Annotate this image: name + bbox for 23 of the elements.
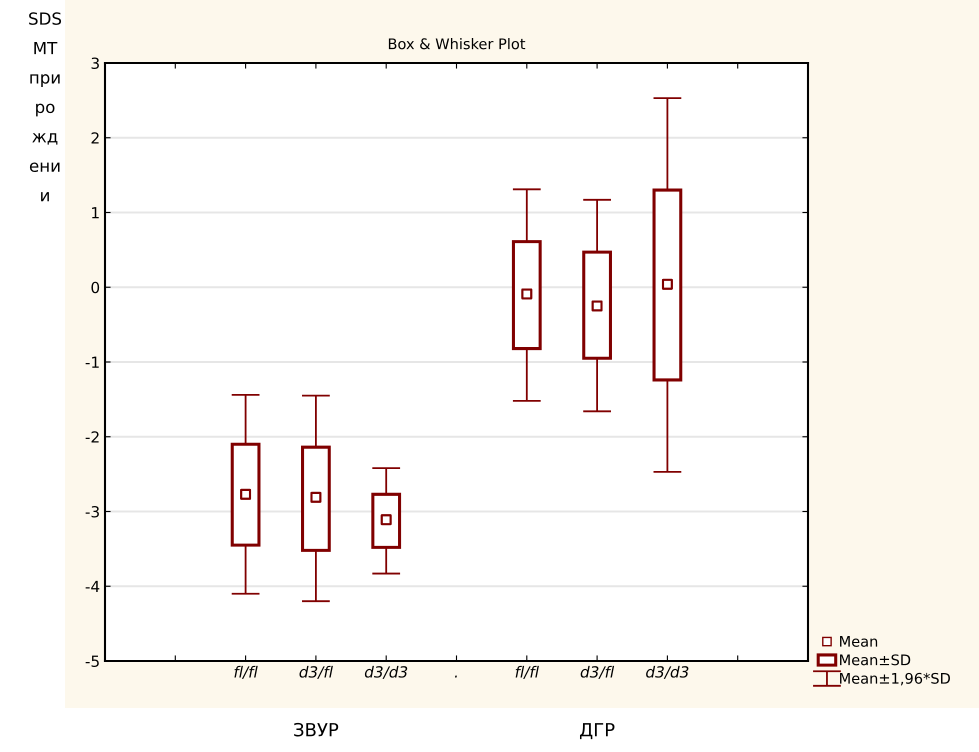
x-tick-label: fl/fl xyxy=(516,666,539,679)
x-tick-label: d3/fl xyxy=(300,666,333,679)
x-tick-label: d3/d3 xyxy=(646,666,688,679)
text: SDS МТ при ро жд ени и xyxy=(29,12,62,202)
y-tick-label: -5 xyxy=(86,656,99,668)
y-tick-label: -2 xyxy=(86,431,99,443)
x-tick-label: . xyxy=(454,676,457,678)
y-tick-label: 2 xyxy=(92,132,99,144)
legend-label: Mean±SD xyxy=(840,654,910,666)
y-tick-label: -1 xyxy=(86,356,99,368)
legend-label: Mean±1,96*SD xyxy=(840,672,950,686)
y-tick-label: -4 xyxy=(86,580,100,592)
x-tick-label: d3/d3 xyxy=(364,666,408,679)
legend-label: Mean xyxy=(840,636,878,647)
x-tick-label: d3/fl xyxy=(580,666,614,679)
y-tick-label: -3 xyxy=(86,506,99,518)
text: ДГР xyxy=(580,723,614,740)
y-tick-label: 3 xyxy=(92,57,99,70)
x-tick-label: fl/fl xyxy=(234,666,258,679)
chart-title: Box & Whisker Plot xyxy=(388,38,526,50)
text: ЗВУР xyxy=(294,722,338,736)
y-tick-label: 1 xyxy=(92,207,99,218)
y-tick-label: 0 xyxy=(91,282,100,294)
